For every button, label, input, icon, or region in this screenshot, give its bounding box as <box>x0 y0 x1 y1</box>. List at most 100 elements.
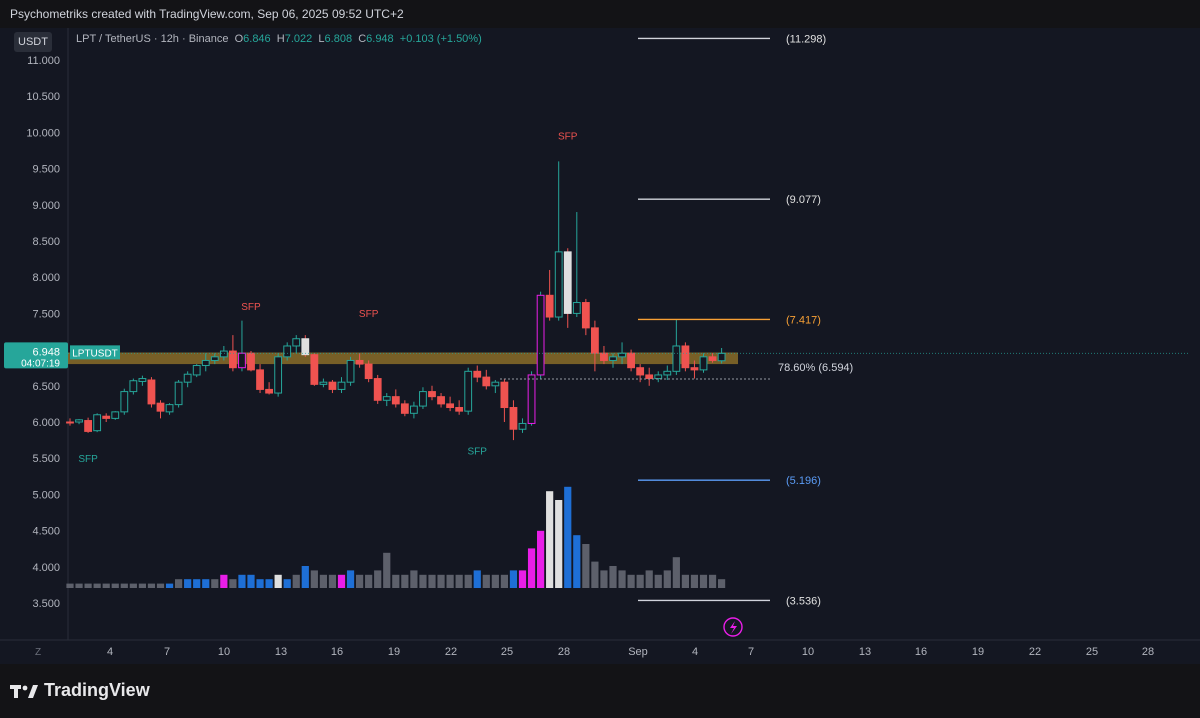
x-tick-label: 28 <box>558 646 570 658</box>
volume-bar <box>419 574 427 588</box>
volume-bar <box>455 574 463 588</box>
volume-bar <box>84 583 92 588</box>
price-tag-countdown: 04:07:19 <box>21 358 60 369</box>
candle-body <box>102 415 111 419</box>
y-axis-panel <box>0 28 68 640</box>
fib-label: (9.077) <box>786 194 821 206</box>
candle-body <box>536 294 545 376</box>
volume-bar <box>392 574 400 588</box>
high-label: H <box>276 33 285 45</box>
y-tick-label: 9.000 <box>32 200 60 212</box>
candle-body <box>111 411 120 419</box>
candle-body <box>84 420 92 432</box>
volume-bar <box>428 574 436 588</box>
candle-body <box>708 356 717 361</box>
volume-bar <box>102 583 110 588</box>
candle-body <box>572 302 581 314</box>
volume-bar <box>672 557 680 588</box>
candle-body <box>391 396 400 405</box>
x-tick-label: 25 <box>501 646 513 658</box>
candle-body <box>473 370 482 378</box>
volume-bar <box>75 583 83 588</box>
lightning-icon-glyph <box>730 621 737 634</box>
candle-body <box>382 396 391 401</box>
x-tick-label: 22 <box>445 646 457 658</box>
volume-bar <box>301 566 309 588</box>
volume-bar <box>265 579 273 588</box>
volume-bar <box>247 574 255 588</box>
y-tick-label: 9.500 <box>32 164 60 176</box>
y-tick-label: 5.000 <box>32 489 60 501</box>
candle-body <box>210 356 219 361</box>
x-tick-label: 13 <box>859 646 871 658</box>
symbol-title[interactable]: LPT / TetherUS · 12h · Binance <box>76 33 229 45</box>
candle-body <box>591 327 599 354</box>
y-tick-label: 8.000 <box>32 272 60 284</box>
volume-bar <box>211 579 219 588</box>
candle-body <box>654 374 663 380</box>
ticker-tag-label: LPTUSDT <box>72 348 118 359</box>
candle-body <box>66 421 74 424</box>
volume-bar <box>500 574 508 588</box>
y-tick-label: 4.000 <box>32 562 60 574</box>
volume-bar <box>337 574 346 588</box>
candle-body <box>310 354 319 385</box>
x-tick-label: 7 <box>748 646 754 658</box>
y-tick-label: 8.500 <box>32 236 60 248</box>
volume-bar <box>229 579 237 588</box>
sfp-label: SFP <box>468 447 488 458</box>
tradingview-logo-icon <box>10 684 38 698</box>
tradingview-logo[interactable]: TradingView <box>10 680 150 701</box>
x-tick-label: 25 <box>1086 646 1098 658</box>
x-tick-label: 7 <box>164 646 170 658</box>
volume-bar <box>274 574 282 588</box>
candle-body <box>437 396 445 405</box>
candle-body <box>563 251 572 314</box>
y-tick-label: 6.500 <box>32 381 60 393</box>
volume-bar <box>147 583 156 588</box>
volume-bar <box>564 486 572 588</box>
x-tick-label: 16 <box>331 646 343 658</box>
price-chart[interactable]: 11.000 10.500 10.000 9.500 9.000 8.500 8.000 7.… <box>0 28 1200 664</box>
x-tick-label: 19 <box>388 646 400 658</box>
volume-bar <box>256 579 264 588</box>
tradingview-logo-text: TradingView <box>44 680 150 700</box>
volume-bar <box>319 574 327 588</box>
open-value: 6.846 <box>243 33 271 45</box>
volume-bar <box>482 574 490 588</box>
candle-body <box>138 378 147 382</box>
sfp-label: SFP <box>78 454 98 465</box>
volume-bar <box>491 574 499 588</box>
volume-bar <box>175 579 183 588</box>
volume-bar <box>645 570 653 588</box>
y-tick-label: 4.500 <box>32 526 60 538</box>
volume-bar <box>527 548 536 588</box>
volume-bar <box>165 583 174 588</box>
candle-body <box>93 414 102 432</box>
x-tick-label: 10 <box>218 646 230 658</box>
candle-body <box>428 391 436 398</box>
volume-bar <box>365 574 373 588</box>
volume-bar <box>184 579 192 588</box>
candle-body <box>201 359 210 367</box>
volume-bar <box>591 561 599 588</box>
currency-badge[interactable]: USDT <box>14 32 52 52</box>
close-label: C <box>358 33 367 45</box>
candle-body <box>328 381 337 390</box>
y-tick-label: 6.000 <box>32 417 60 429</box>
chart-area[interactable]: 11.000 10.500 10.000 9.500 9.000 8.500 8.000 7.… <box>0 28 1200 664</box>
x-tick-label: 19 <box>972 646 984 658</box>
volume-bar <box>546 491 554 588</box>
candle-body <box>509 407 518 430</box>
candle-body <box>600 352 608 361</box>
candle-body <box>609 356 617 361</box>
volume-bar <box>636 574 644 588</box>
volume-bar <box>663 570 671 588</box>
volume-bar <box>383 552 391 588</box>
y-tick-label: 11.000 <box>27 55 60 67</box>
volume-bar <box>699 574 708 588</box>
candle-body <box>491 381 500 387</box>
candle-body <box>364 363 373 380</box>
candle-body <box>545 294 554 318</box>
volume-bar <box>654 574 662 588</box>
